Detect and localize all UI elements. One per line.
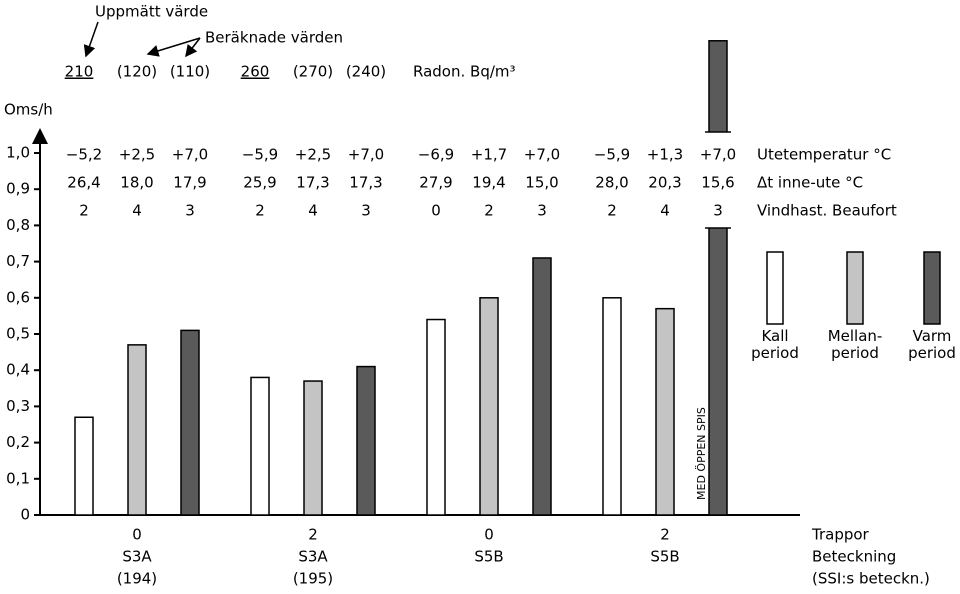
condition-label: Utetemperatur °C <box>757 146 891 164</box>
condition-value: 3 <box>185 202 195 220</box>
condition-value: +7,0 <box>524 146 560 164</box>
condition-value: 4 <box>660 202 670 220</box>
legend-label: Mellan-period <box>827 327 883 362</box>
y-tick-label: 0,2 <box>6 433 30 451</box>
bar <box>655 307 675 516</box>
radon-value: 260 <box>241 63 270 81</box>
bar <box>532 257 552 516</box>
condition-value: +7,0 <box>700 146 736 164</box>
bar-break <box>707 132 729 228</box>
condition-value: 18,0 <box>120 174 153 192</box>
condition-value: 28,0 <box>595 174 628 192</box>
bar <box>708 40 728 516</box>
condition-value: 26,4 <box>67 174 100 192</box>
bar <box>74 416 94 516</box>
bar <box>127 344 147 516</box>
legend-swatch <box>923 251 941 325</box>
y-tick-label: 1,0 <box>6 144 30 162</box>
y-tick-label: 0,6 <box>6 288 30 306</box>
legend-swatch <box>766 251 784 325</box>
bar <box>479 297 499 516</box>
bar <box>602 297 622 516</box>
x-row-title: (SSI:s beteckn.) <box>812 570 930 588</box>
x-tick-label: S5B <box>474 548 503 566</box>
x-row-title: Trappor <box>811 526 870 544</box>
condition-value: 15,6 <box>701 174 734 192</box>
condition-value: −5,9 <box>242 146 278 164</box>
condition-value: 20,3 <box>648 174 681 192</box>
condition-value: 17,3 <box>296 174 329 192</box>
arrow <box>185 37 201 58</box>
condition-value: +2,5 <box>119 146 155 164</box>
condition-value: −6,9 <box>418 146 454 164</box>
y-tick-label: 0,9 <box>6 180 30 198</box>
condition-value: 4 <box>308 202 318 220</box>
condition-value: −5,9 <box>594 146 630 164</box>
condition-value: 19,4 <box>472 174 505 192</box>
x-tick-label: 2 <box>660 526 670 544</box>
annotation: MED ÖPPEN SPIS <box>695 407 708 500</box>
y-tick-label: 0 <box>20 506 30 524</box>
x-tick-label: (194) <box>117 570 157 588</box>
condition-label: Δt inne-ute °C <box>757 174 863 192</box>
y-tick-label: 0,1 <box>6 469 30 487</box>
condition-value: 4 <box>132 202 142 220</box>
legend-swatch <box>846 251 864 325</box>
arrow <box>83 21 99 58</box>
condition-value: 3 <box>537 202 547 220</box>
y-tick-label: 0,8 <box>6 216 30 234</box>
condition-value: +1,7 <box>471 146 507 164</box>
condition-value: 2 <box>255 202 265 220</box>
x-tick-label: 0 <box>484 526 494 544</box>
x-tick-label: S3A <box>298 548 328 566</box>
computed-note: Beräknade värden <box>205 29 343 47</box>
condition-value: 3 <box>361 202 371 220</box>
measured-note: Uppmätt värde <box>95 3 208 21</box>
condition-value: +7,0 <box>172 146 208 164</box>
condition-value: −5,2 <box>66 146 102 164</box>
condition-value: 27,9 <box>419 174 452 192</box>
radon-value: (270) <box>293 63 333 81</box>
legend-label: Kall period <box>751 327 799 362</box>
radon-label: Radon. Bq/m³ <box>413 63 516 81</box>
condition-value: 17,3 <box>349 174 382 192</box>
condition-value: 17,9 <box>173 174 206 192</box>
condition-label: Vindhast. Beaufort <box>757 202 897 220</box>
x-row-title: Beteckning <box>812 548 896 566</box>
condition-value: +1,3 <box>647 146 683 164</box>
x-tick-label: 0 <box>132 526 142 544</box>
y-tick-label: 0,5 <box>6 325 30 343</box>
y-tick-label: 0,7 <box>6 252 30 270</box>
bar <box>303 380 323 516</box>
condition-value: 2 <box>484 202 494 220</box>
bar <box>250 376 270 516</box>
condition-value: 3 <box>713 202 723 220</box>
radon-value: 210 <box>65 63 94 81</box>
bar <box>426 318 446 516</box>
radon-value: (110) <box>170 63 210 81</box>
y-tick-label: 0,4 <box>6 361 30 379</box>
x-tick-label: S3A <box>122 548 152 566</box>
x-tick-label: (195) <box>293 570 333 588</box>
x-tick-label: 2 <box>308 526 318 544</box>
bar <box>180 329 200 516</box>
bar <box>356 365 376 516</box>
x-tick-label: S5B <box>650 548 679 566</box>
y-tick-label: 0,3 <box>6 397 30 415</box>
radon-value: (120) <box>117 63 157 81</box>
condition-value: +7,0 <box>348 146 384 164</box>
condition-value: 25,9 <box>243 174 276 192</box>
condition-value: 0 <box>431 202 441 220</box>
condition-value: 15,0 <box>525 174 558 192</box>
legend-label: Varm period <box>908 327 956 362</box>
radon-value: (240) <box>346 63 386 81</box>
y-axis-label: Oms/h <box>4 101 53 119</box>
arrow <box>146 37 201 57</box>
condition-value: +2,5 <box>295 146 331 164</box>
condition-value: 2 <box>607 202 617 220</box>
condition-value: 2 <box>79 202 89 220</box>
